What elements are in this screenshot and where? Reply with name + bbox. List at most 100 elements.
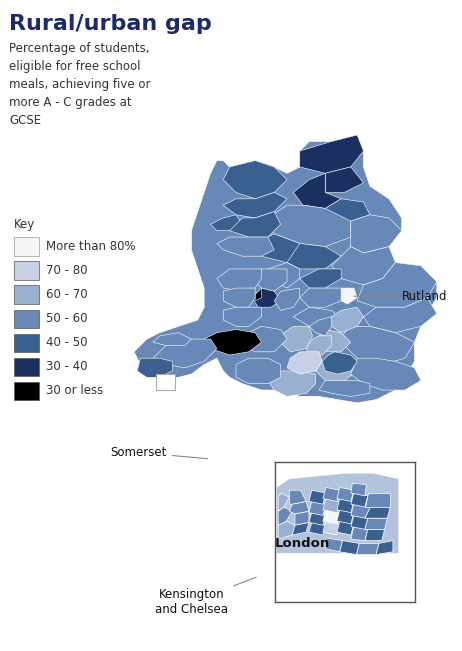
- Polygon shape: [337, 488, 354, 501]
- Polygon shape: [287, 243, 341, 269]
- Polygon shape: [289, 501, 309, 514]
- Polygon shape: [223, 288, 255, 307]
- Polygon shape: [351, 483, 366, 496]
- Polygon shape: [230, 212, 280, 237]
- Polygon shape: [268, 262, 300, 288]
- Polygon shape: [255, 234, 310, 262]
- Polygon shape: [153, 339, 217, 368]
- Polygon shape: [309, 522, 326, 535]
- Polygon shape: [351, 504, 371, 518]
- Polygon shape: [316, 358, 357, 381]
- Polygon shape: [364, 298, 437, 333]
- Bar: [156, 374, 176, 390]
- Text: Rutland: Rutland: [354, 290, 447, 303]
- Polygon shape: [341, 288, 357, 304]
- Polygon shape: [319, 381, 370, 396]
- Polygon shape: [309, 501, 326, 516]
- Polygon shape: [252, 288, 280, 307]
- Polygon shape: [137, 358, 172, 378]
- Polygon shape: [332, 307, 364, 333]
- Text: 30 - 40: 30 - 40: [46, 361, 88, 373]
- Polygon shape: [325, 167, 364, 193]
- Polygon shape: [292, 522, 309, 535]
- Polygon shape: [310, 317, 332, 336]
- Polygon shape: [278, 521, 295, 539]
- Polygon shape: [255, 288, 261, 301]
- Polygon shape: [300, 269, 341, 288]
- Text: Percentage of students,
eligible for free school
meals, achieving five or
more A: Percentage of students, eligible for fre…: [9, 42, 151, 128]
- Polygon shape: [295, 511, 309, 525]
- Polygon shape: [351, 516, 368, 529]
- Polygon shape: [268, 205, 351, 247]
- Text: 30 or less: 30 or less: [46, 385, 103, 397]
- Text: Rural/urban gap: Rural/urban gap: [9, 14, 212, 35]
- Polygon shape: [223, 193, 287, 218]
- Polygon shape: [365, 493, 390, 507]
- Text: More than 80%: More than 80%: [46, 240, 136, 253]
- Polygon shape: [274, 288, 300, 311]
- Polygon shape: [341, 326, 414, 365]
- Polygon shape: [351, 527, 368, 540]
- Polygon shape: [357, 262, 437, 307]
- Polygon shape: [306, 336, 332, 355]
- Polygon shape: [340, 540, 359, 555]
- Polygon shape: [351, 358, 421, 390]
- Text: 40 - 50: 40 - 50: [46, 337, 88, 349]
- Polygon shape: [278, 493, 289, 511]
- Text: Somerset: Somerset: [110, 446, 207, 459]
- Polygon shape: [309, 512, 326, 525]
- Polygon shape: [217, 237, 274, 256]
- Polygon shape: [268, 371, 316, 396]
- Polygon shape: [337, 499, 354, 512]
- Bar: [14, 285, 39, 303]
- Polygon shape: [211, 215, 243, 230]
- Bar: [14, 358, 39, 376]
- Text: Key: Key: [14, 218, 35, 231]
- Bar: [14, 261, 39, 280]
- Polygon shape: [332, 247, 395, 285]
- Polygon shape: [365, 529, 384, 540]
- Polygon shape: [217, 269, 261, 291]
- Polygon shape: [223, 307, 261, 326]
- Polygon shape: [223, 161, 287, 199]
- Polygon shape: [289, 490, 306, 504]
- Polygon shape: [351, 215, 402, 253]
- Polygon shape: [278, 507, 292, 525]
- Polygon shape: [365, 507, 390, 518]
- Text: Kensington
and Chelsea: Kensington and Chelsea: [155, 577, 256, 616]
- Polygon shape: [323, 488, 340, 501]
- Polygon shape: [280, 326, 312, 352]
- Polygon shape: [236, 358, 280, 383]
- Polygon shape: [357, 544, 379, 555]
- Polygon shape: [300, 135, 364, 173]
- Text: 50 - 60: 50 - 60: [46, 312, 88, 325]
- Polygon shape: [153, 333, 191, 346]
- Polygon shape: [337, 510, 354, 524]
- Polygon shape: [134, 135, 437, 403]
- Polygon shape: [365, 518, 387, 529]
- Polygon shape: [204, 329, 261, 355]
- Polygon shape: [376, 540, 393, 555]
- Bar: [14, 237, 39, 255]
- Polygon shape: [326, 538, 342, 552]
- Polygon shape: [323, 521, 340, 535]
- Bar: [14, 381, 39, 400]
- Polygon shape: [309, 490, 326, 504]
- Polygon shape: [322, 352, 357, 374]
- Polygon shape: [243, 326, 287, 352]
- Text: London: London: [275, 537, 330, 550]
- Polygon shape: [351, 493, 368, 507]
- Polygon shape: [277, 473, 399, 553]
- Bar: [14, 333, 39, 352]
- Polygon shape: [323, 499, 340, 512]
- Polygon shape: [323, 510, 340, 524]
- Polygon shape: [312, 329, 351, 352]
- Polygon shape: [293, 173, 341, 208]
- Polygon shape: [293, 307, 341, 329]
- Polygon shape: [325, 199, 370, 221]
- Polygon shape: [252, 269, 287, 291]
- Polygon shape: [287, 352, 322, 374]
- Polygon shape: [300, 288, 341, 307]
- Polygon shape: [337, 521, 354, 535]
- Text: 60 - 70: 60 - 70: [46, 288, 88, 301]
